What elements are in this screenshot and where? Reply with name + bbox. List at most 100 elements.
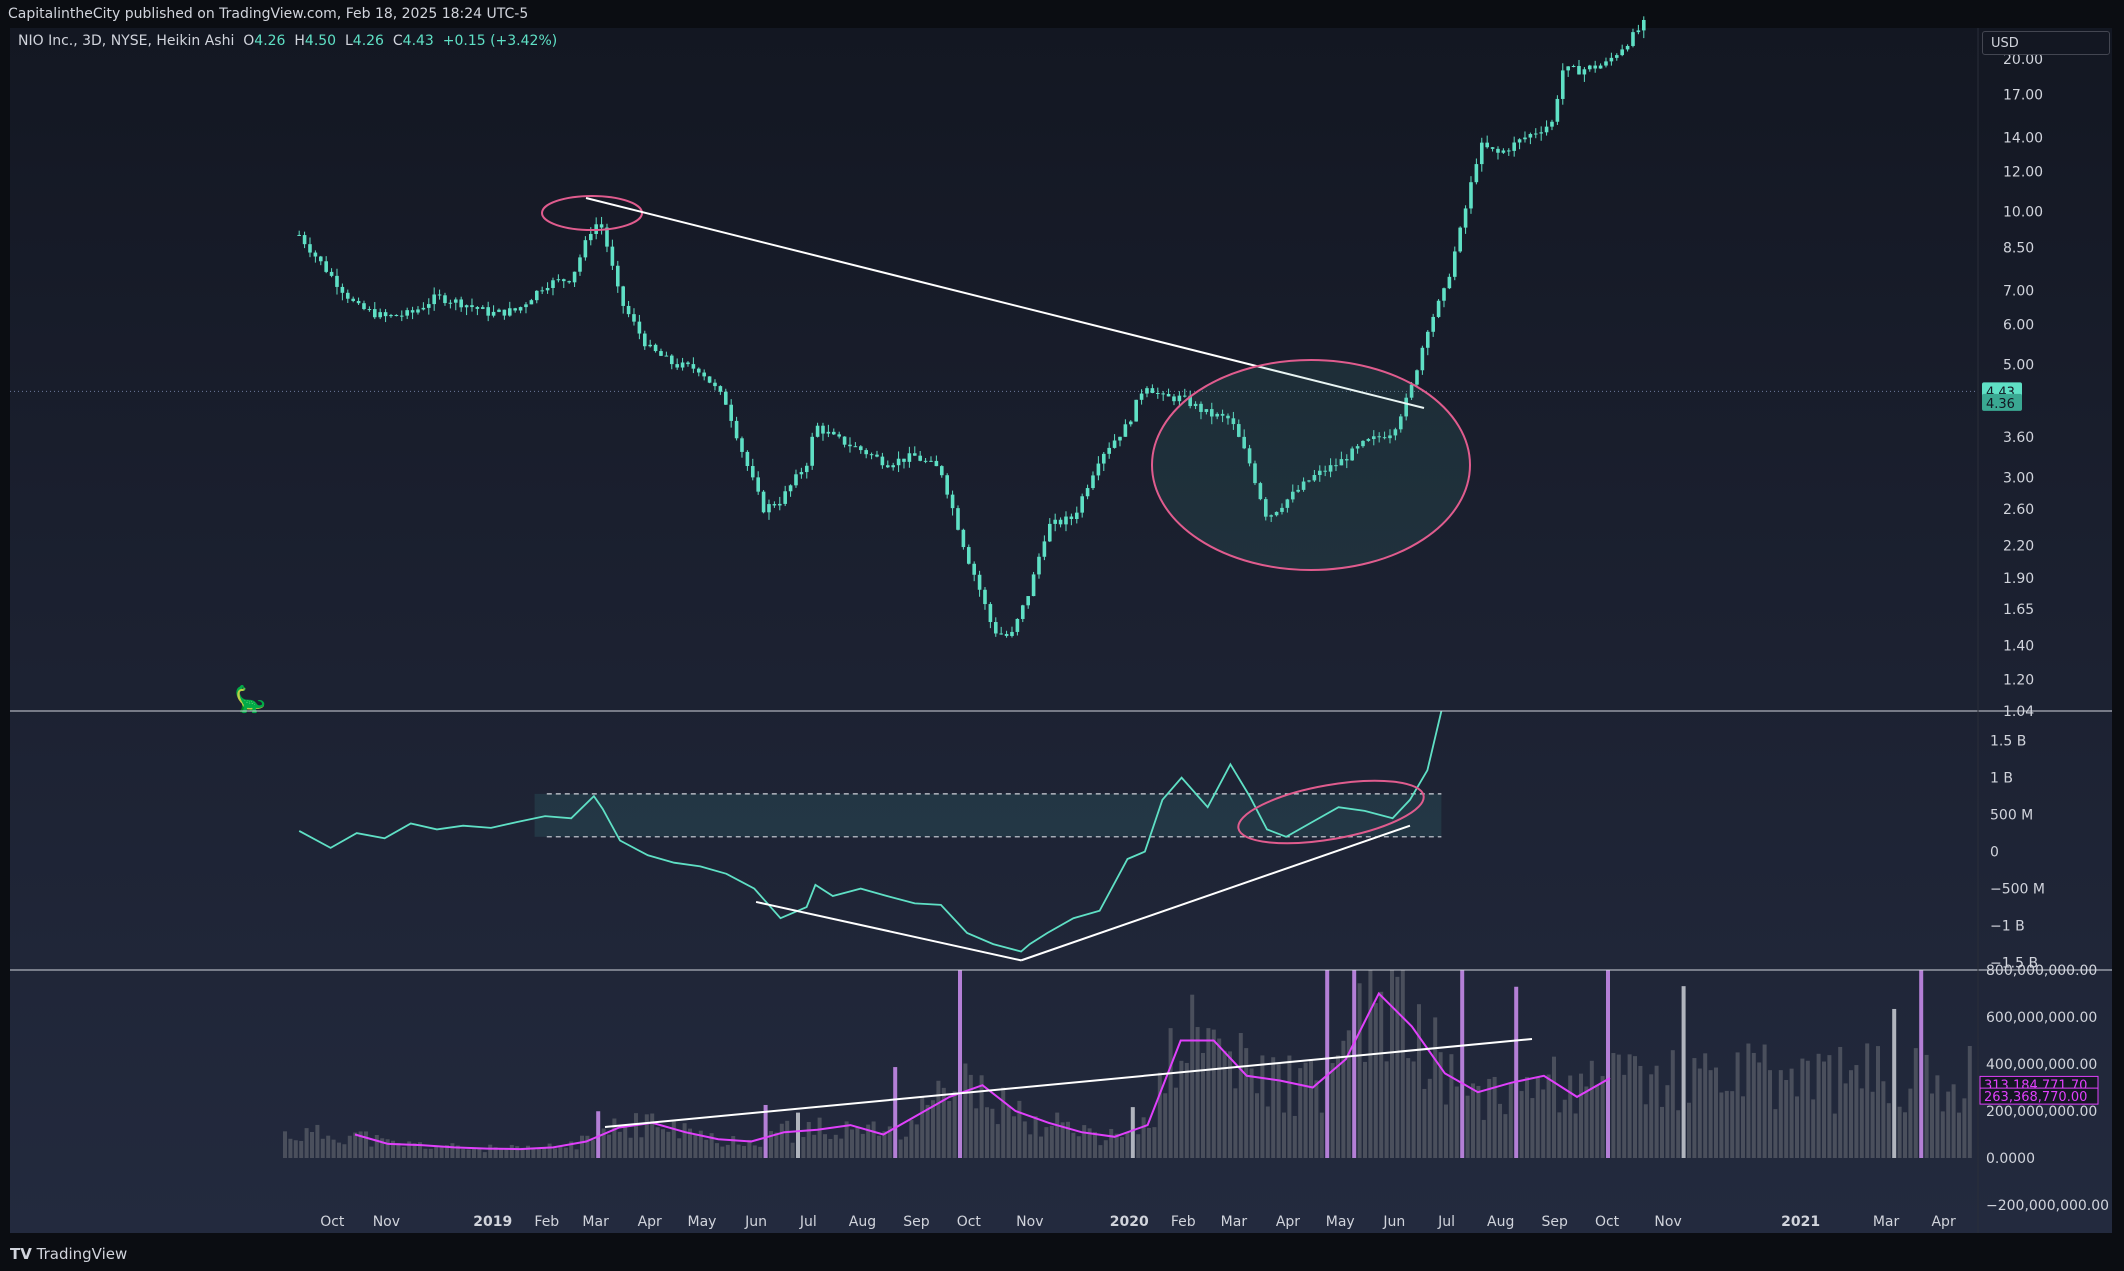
candle: [1096, 463, 1101, 476]
volume-tick-label: −200,000,000.00: [1986, 1198, 2109, 1214]
volume-bar: [752, 1145, 757, 1158]
candle: [912, 453, 917, 456]
candle: [961, 529, 966, 548]
volume-bar: [925, 1104, 930, 1158]
x-tick-label: 2021: [1781, 1214, 1820, 1230]
price-tick-label: 3.00: [2003, 470, 2034, 486]
candle: [918, 455, 922, 461]
x-tick-label: Jun: [1382, 1214, 1405, 1230]
x-tick-label: 2020: [1110, 1214, 1149, 1230]
volume-bar: [769, 1131, 773, 1158]
volume-bar: [1044, 1127, 1049, 1158]
indicator-tick-label: 1.5 B: [1990, 734, 2026, 750]
volume-bar: [612, 1118, 617, 1158]
candle: [723, 391, 728, 405]
volume-bar: [995, 1124, 1000, 1158]
volume-bar: [1595, 1084, 1600, 1158]
volume-bar: [1460, 970, 1465, 1158]
candle: [1609, 57, 1614, 62]
volume-bar: [1465, 1095, 1470, 1158]
volume-bar: [1292, 1115, 1297, 1158]
candle: [799, 472, 804, 475]
candle: [853, 446, 858, 448]
price-tick-label: 1.40: [2003, 638, 2034, 654]
footer-bar: 𝗧𝗩 TradingView: [0, 1233, 2124, 1271]
candle: [1501, 150, 1506, 153]
candle: [1431, 316, 1435, 332]
candle: [329, 271, 334, 276]
candle: [421, 307, 426, 310]
candle: [907, 453, 912, 462]
indicator-tick-label: 500 M: [1990, 808, 2033, 824]
symbol-legend[interactable]: NIO Inc., 3D, NYSE, Heikin Ashi O4.26 H4…: [18, 33, 557, 49]
x-tick-label: Sep: [903, 1214, 930, 1230]
candle: [1323, 470, 1327, 472]
tradingview-logo[interactable]: 𝗧𝗩 TradingView: [10, 1245, 127, 1263]
volume-bar: [477, 1147, 482, 1158]
volume-bar: [1012, 1116, 1016, 1158]
volume-bar: [450, 1143, 455, 1158]
candle: [372, 309, 377, 318]
volume-bar: [698, 1130, 703, 1158]
candle: [767, 504, 771, 513]
candle: [567, 281, 571, 283]
volume-bar: [774, 1132, 779, 1158]
candle: [680, 362, 685, 368]
volume-bar: [1492, 1076, 1497, 1158]
volume-bar: [1141, 1117, 1146, 1158]
volume-bar: [1514, 986, 1519, 1158]
volume-bar: [1211, 1029, 1216, 1158]
volume-bar: [1508, 1083, 1513, 1158]
currency-selector[interactable]: USD: [1982, 31, 2110, 55]
candle: [1328, 465, 1333, 472]
candle: [848, 444, 852, 447]
candle: [367, 309, 372, 311]
high-value: 4.50: [304, 33, 337, 49]
candle: [1398, 416, 1403, 430]
volume-bar: [1627, 1054, 1632, 1158]
volume-bar: [401, 1146, 406, 1158]
candle: [297, 234, 301, 236]
volume-bar: [1730, 1091, 1735, 1158]
candle: [1458, 227, 1462, 252]
candle: [745, 451, 750, 467]
volume-bar: [634, 1113, 638, 1158]
price-tick-label: 14.00: [2003, 131, 2043, 147]
volume-bar: [1157, 1072, 1162, 1158]
volume-bar: [1778, 1070, 1783, 1158]
candle: [1064, 516, 1068, 525]
candle: [1636, 30, 1641, 33]
candle: [1420, 347, 1425, 371]
candle: [1047, 523, 1052, 542]
volume-bar: [1843, 1083, 1848, 1158]
volume-bar: [801, 1137, 806, 1158]
candle: [453, 299, 458, 303]
chart-frame[interactable]: [10, 28, 2112, 1233]
volume-bar: [1201, 1052, 1205, 1158]
candle: [1161, 393, 1165, 395]
volume-bar: [1039, 1136, 1043, 1158]
volume-bar: [1649, 1074, 1654, 1158]
volume-bar: [1708, 1070, 1713, 1158]
symbol-title[interactable]: NIO Inc., 3D, NYSE, Heikin Ashi: [18, 33, 235, 49]
volume-bar: [790, 1142, 795, 1158]
x-tick-label: Oct: [320, 1214, 345, 1230]
volume-bar: [439, 1147, 444, 1158]
candle: [1263, 499, 1268, 517]
candle: [605, 227, 609, 247]
volume-bar: [1919, 970, 1924, 1158]
candle: [545, 287, 550, 291]
volume-bar: [1184, 1062, 1189, 1158]
volume-bar: [1762, 1044, 1767, 1158]
candle: [637, 321, 642, 334]
volume-bar: [455, 1145, 460, 1158]
volume-bar: [1346, 1030, 1351, 1158]
volume-bar: [947, 1100, 952, 1158]
price-tick-label: 1.65: [2003, 602, 2034, 618]
candle: [1544, 126, 1549, 133]
volume-bar: [1930, 1093, 1934, 1158]
low-value: 4.26: [352, 33, 384, 49]
volume-bar: [315, 1124, 320, 1158]
candle: [1631, 32, 1635, 46]
